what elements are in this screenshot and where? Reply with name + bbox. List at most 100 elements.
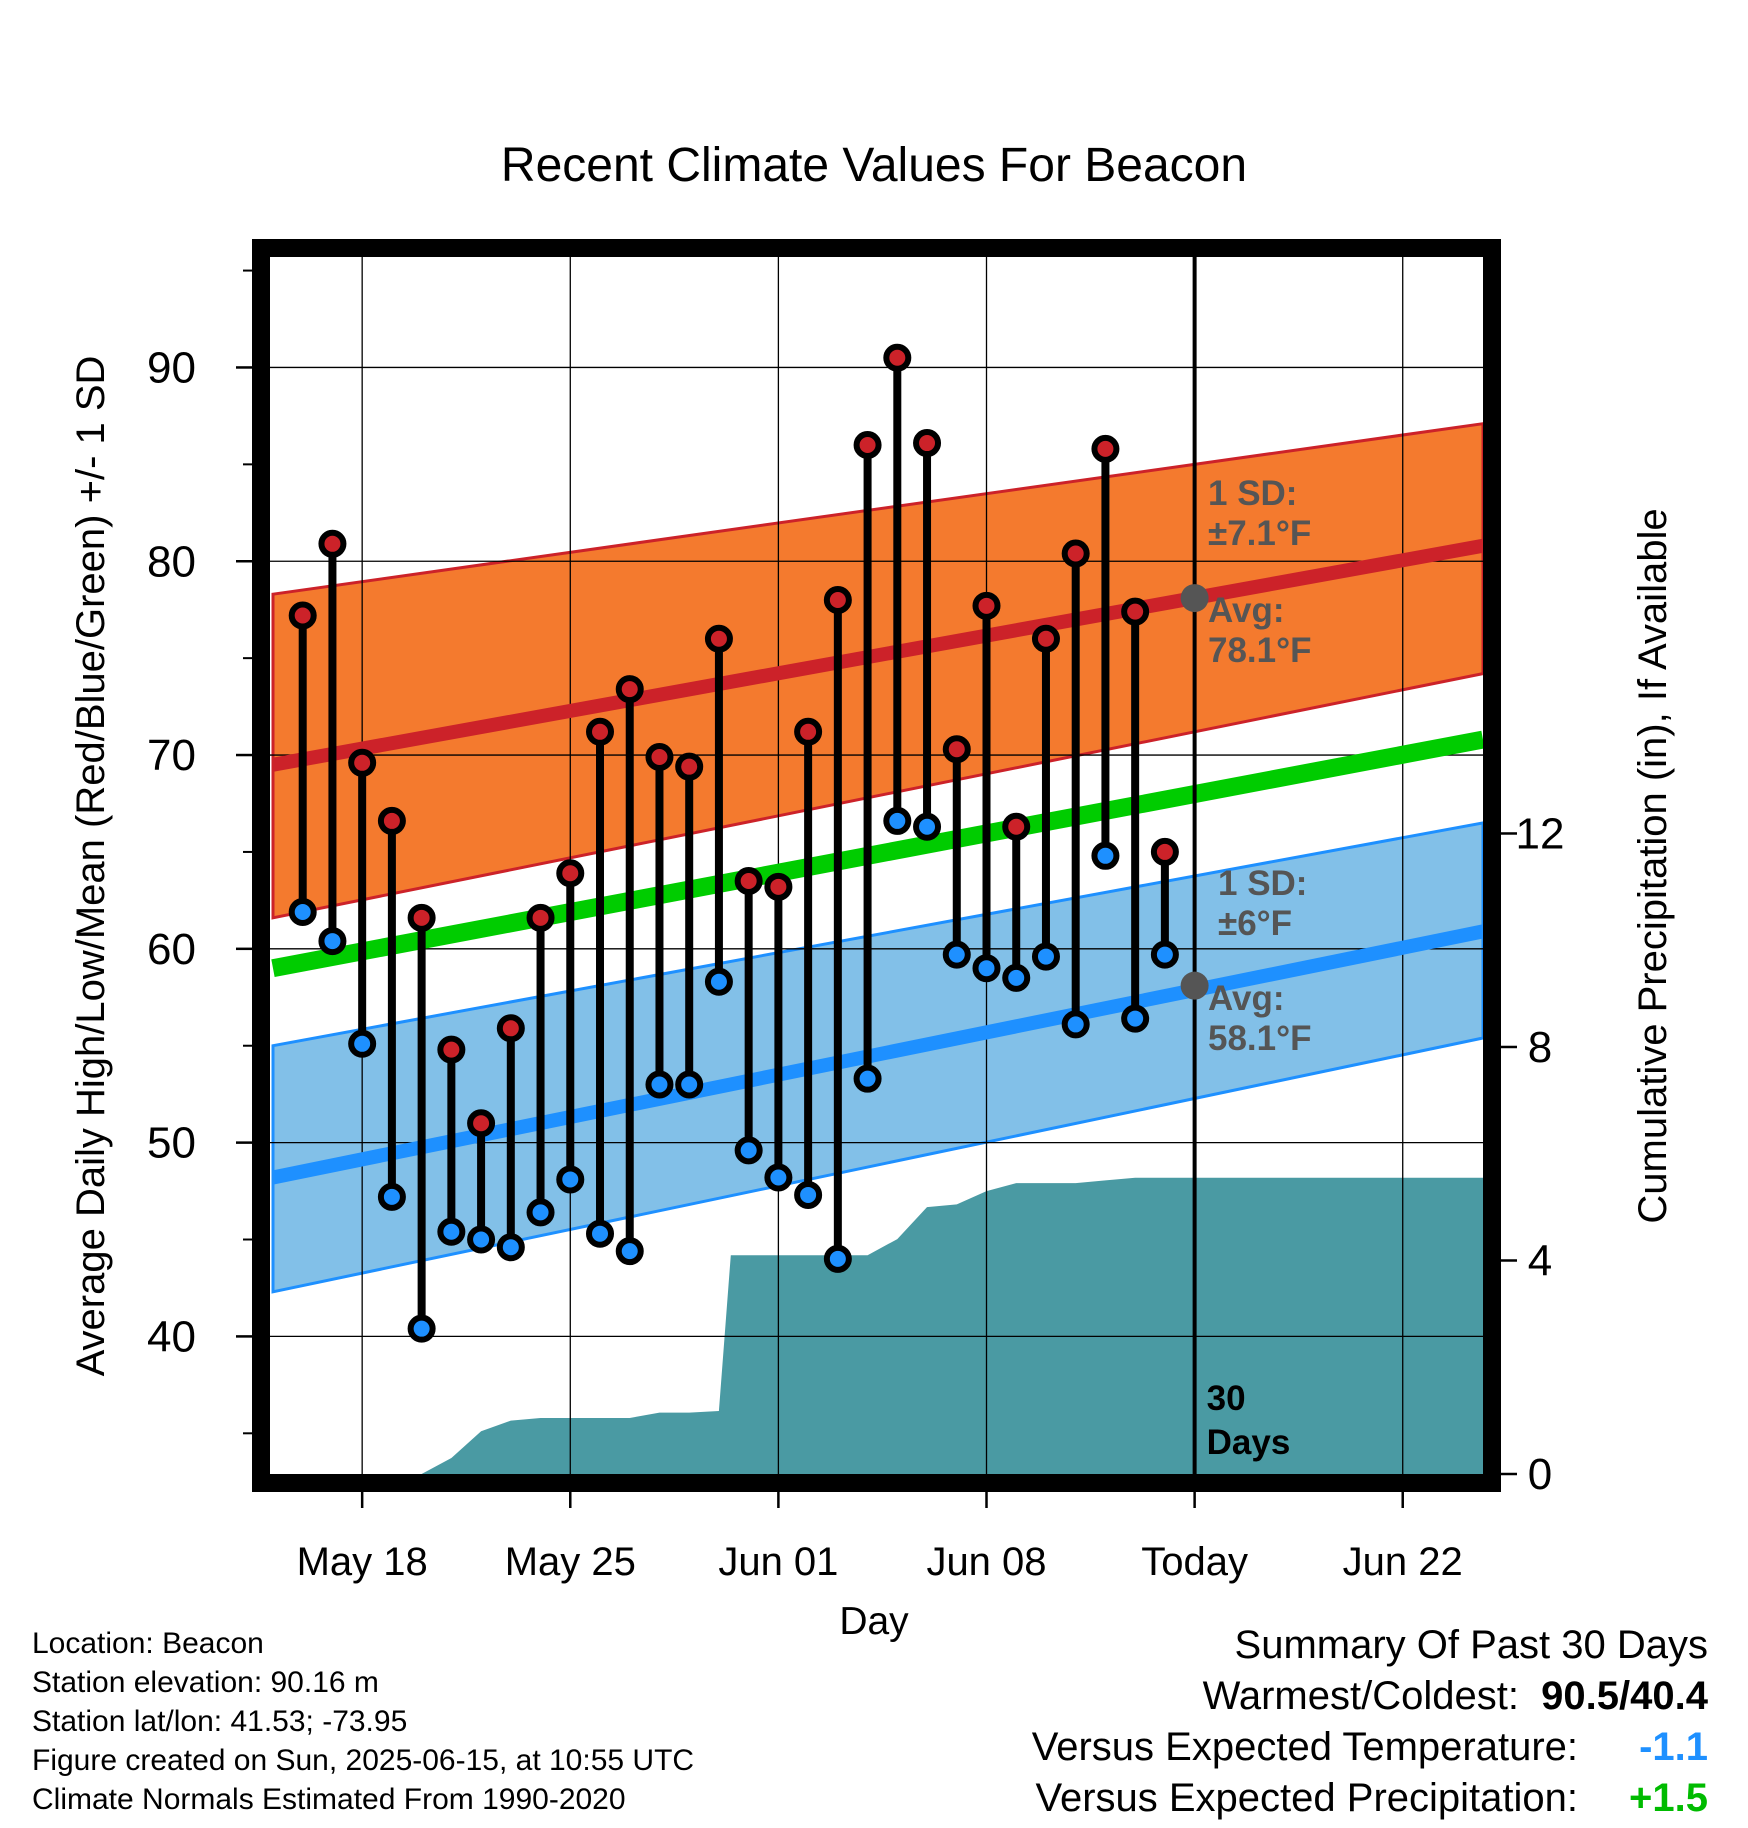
daily-low-point [496, 1233, 525, 1262]
high-normal-line [271, 538, 1485, 772]
daily-low-point [1002, 963, 1031, 992]
daily-low-point [318, 927, 347, 956]
daily-low-point [704, 967, 733, 996]
precip-delta-label: Versus Expected Precipitation: [1035, 1776, 1578, 1820]
daily-high-point [377, 806, 406, 835]
daily-high-point [853, 430, 882, 459]
precip-delta-value: +1.5 [1629, 1776, 1708, 1820]
daily-low-point [467, 1225, 496, 1254]
y-tick-label: 40 [147, 1312, 196, 1361]
daily-high-point [437, 1035, 466, 1064]
daily-high-point [407, 903, 436, 932]
low-normal-line [271, 924, 1485, 1185]
daily-high-point [1061, 539, 1090, 568]
daily-low-point [942, 940, 971, 969]
daily-low-point [377, 1182, 406, 1211]
daily-low-point [794, 1180, 823, 1209]
daily-high-point [1002, 812, 1031, 841]
daily-high-point [913, 429, 942, 458]
low-avg-today-point [1180, 971, 1209, 1000]
daily-high-point [586, 717, 615, 746]
warmest-label: Warmest/Coldest: [1202, 1674, 1519, 1718]
daily-low-point [556, 1165, 585, 1194]
daily-high-point [615, 675, 644, 704]
daily-low-point [823, 1244, 852, 1273]
daily-high-point [496, 1014, 525, 1043]
daily-high-point [883, 343, 912, 372]
daily-high-point [526, 903, 555, 932]
daily-high-point [972, 591, 1001, 620]
high-avg-today-point [1180, 584, 1209, 613]
high-avg-label: Avg: 78.1°F [1208, 591, 1312, 670]
info-normals: Climate Normals Estimated From 1990-2020 [32, 1783, 626, 1816]
info-created: Figure created on Sun, 2025-06-15, at 10… [32, 1744, 695, 1777]
daily-low-point [615, 1237, 644, 1266]
daily-low-point [734, 1136, 763, 1165]
daily-low-point [1091, 841, 1120, 870]
daily-high-point [1121, 597, 1150, 626]
y-axis-label: Average Daily High/Low/Mean (Red/Blue/Gr… [69, 356, 113, 1377]
temp-delta-value: -1.1 [1639, 1725, 1708, 1769]
y-tick-label: 70 [147, 731, 196, 780]
daily-high-point [348, 748, 377, 777]
station-info: Location: Beacon Station elevation: 90.1… [32, 1624, 694, 1819]
daily-high-point [942, 735, 971, 764]
daily-high-point [1150, 837, 1179, 866]
daily-high-point [318, 529, 347, 558]
y2-tick-label: 12 [1516, 809, 1565, 858]
x-tick-label: Jun 01 [718, 1540, 838, 1584]
daily-low-point [1121, 1004, 1150, 1033]
summary-title: Summary Of Past 30 Days [1234, 1623, 1708, 1667]
daily-low-point [1150, 940, 1179, 969]
daily-low-point [1031, 942, 1060, 971]
daily-high-point [794, 717, 823, 746]
daily-high-point [645, 742, 674, 771]
y-tick-label: 50 [147, 1119, 196, 1168]
y2-tick-label: 4 [1528, 1236, 1552, 1285]
daily-low-point [348, 1029, 377, 1058]
daily-low-point [526, 1198, 555, 1227]
daily-low-point [1061, 1010, 1090, 1039]
daily-high-point [764, 872, 793, 901]
info-location: Location: Beacon [32, 1627, 264, 1660]
low-sd-label: 1 SD: ±6°F [1218, 864, 1307, 943]
daily-high-point [467, 1109, 496, 1138]
today-days-label: 30 Days [1207, 1379, 1291, 1462]
low-avg-label: Avg: 58.1°F [1208, 979, 1312, 1058]
warmest-value: 90.5/40.4 [1541, 1674, 1708, 1718]
x-tick-label: Jun 08 [926, 1540, 1046, 1584]
high-sd-label: 1 SD: ±7.1°F [1208, 474, 1311, 553]
y2-tick-label: 0 [1528, 1450, 1552, 1499]
daily-low-point [853, 1064, 882, 1093]
y-tick-label: 60 [147, 925, 196, 974]
daily-low-point [764, 1163, 793, 1192]
precip-area [272, 1177, 1484, 1474]
daily-high-point [556, 859, 585, 888]
info-latlon: Station lat/lon: 41.53; -73.95 [32, 1705, 408, 1738]
temp-delta-label: Versus Expected Temperature: [1031, 1725, 1578, 1769]
x-tick-label: Today [1141, 1540, 1248, 1584]
y-tick-label: 80 [147, 537, 196, 586]
daily-high-point [823, 586, 852, 615]
daily-low-point [883, 806, 912, 835]
daily-high-point [288, 601, 317, 630]
y2-tick-label: 8 [1528, 1023, 1552, 1072]
daily-high-point [704, 624, 733, 653]
daily-low-point [972, 954, 1001, 983]
daily-high-point [1031, 624, 1060, 653]
daily-low-point [407, 1314, 436, 1343]
daily-high-point [1091, 434, 1120, 463]
x-tick-label: May 18 [297, 1540, 428, 1584]
daily-low-point [437, 1217, 466, 1246]
daily-high-point [675, 752, 704, 781]
daily-low-point [645, 1070, 674, 1099]
high-normal-band [271, 421, 1485, 920]
x-tick-label: May 25 [505, 1540, 636, 1584]
daily-low-point [913, 812, 942, 841]
mean-normal-line [271, 730, 1485, 978]
daily-high-point [734, 867, 763, 896]
y-tick-label: 90 [147, 343, 196, 392]
x-tick-label: Jun 22 [1343, 1540, 1463, 1584]
info-elevation: Station elevation: 90.16 m [32, 1666, 379, 1699]
